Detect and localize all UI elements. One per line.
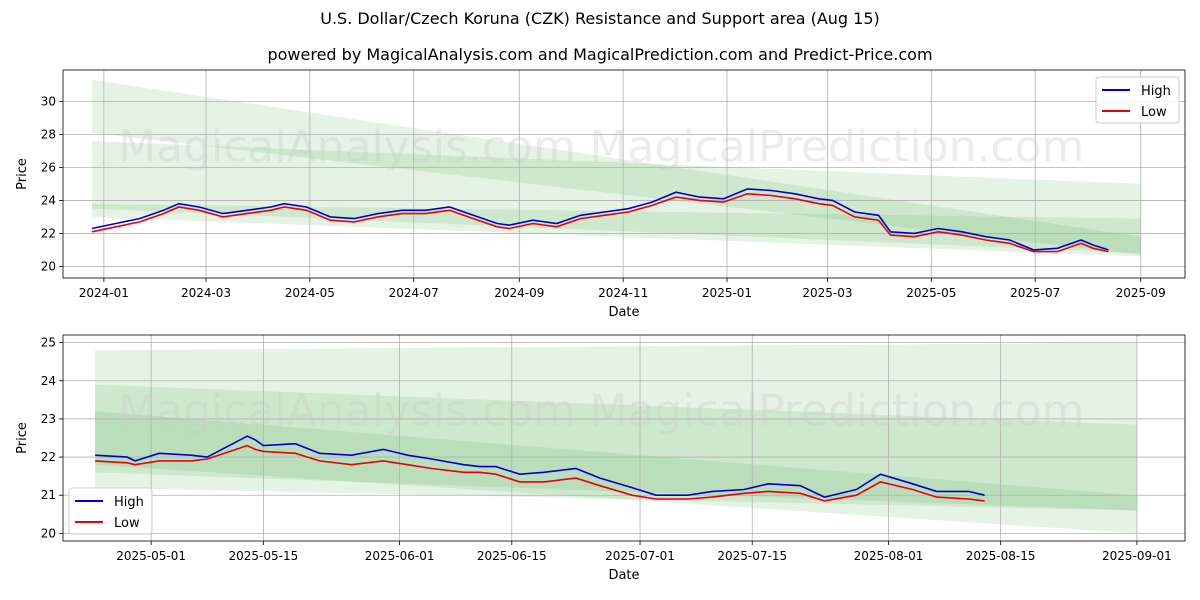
x-tick-label: 2024-05: [285, 286, 335, 300]
band-3: [91, 203, 1141, 257]
x-tick-label: 2025-07: [1010, 286, 1060, 300]
legend-label-low: Low: [1141, 105, 1167, 120]
y-tick-label: 22: [41, 226, 56, 240]
y-tick-label: 21: [41, 488, 56, 502]
x-axis-label: Date: [608, 305, 639, 320]
chart-subtitle: powered by MagicalAnalysis.com and Magic…: [267, 45, 933, 64]
series-line-high: [95, 435, 985, 498]
plot-frame: [62, 69, 1186, 279]
legend-label-high: High: [114, 495, 144, 510]
plot-frame: [62, 334, 1186, 542]
x-tick-label: 2025-05: [906, 286, 956, 300]
x-tick-label: 2025-09: [1116, 286, 1166, 300]
x-tick-label: 2025-05-15: [228, 549, 298, 563]
x-axis-label: Date: [608, 568, 639, 583]
band-2: [91, 140, 1141, 254]
x-tick-label: 2025-03: [802, 286, 852, 300]
series-line-low: [91, 192, 1109, 253]
x-tick-label: 2024-01: [79, 286, 129, 300]
x-tick-label: 2025-06-15: [477, 549, 547, 563]
x-tick-label: 2025-08-15: [966, 549, 1036, 563]
legend: High Low: [1095, 76, 1180, 124]
x-tick-label: 2025-01: [702, 286, 752, 300]
x-tick-label: 2025-07-15: [717, 549, 787, 563]
x-tick-label: 2025-09-01: [1102, 549, 1172, 563]
band-1: [95, 342, 1137, 534]
y-tick-label: 24: [41, 374, 56, 388]
x-tick-label: 2024-03: [181, 286, 231, 300]
band-2: [95, 384, 1137, 511]
watermark-text: MagicalPrediction.com: [590, 386, 1085, 437]
legend: High Low: [68, 487, 153, 535]
band-3: [95, 411, 1137, 511]
x-tick-label: 2025-06-01: [365, 549, 435, 563]
y-tick-label: 20: [41, 259, 56, 273]
y-axis-label: Price: [15, 422, 30, 454]
watermark-text: MagicalPrediction.com: [590, 122, 1085, 173]
x-tick-label: 2025-05-01: [116, 549, 186, 563]
x-tick-label: 2025-07-01: [605, 549, 675, 563]
y-tick-label: 28: [41, 127, 56, 141]
legend-label-low: Low: [114, 516, 140, 531]
y-axis-label: Price: [15, 158, 30, 190]
watermark-text: MagicalAnalysis.com: [118, 386, 576, 437]
series-line-high: [91, 188, 1109, 251]
chart-title: U.S. Dollar/Czech Koruna (CZK) Resistanc…: [320, 9, 880, 28]
y-tick-label: 25: [41, 336, 56, 350]
watermark-text: MagicalAnalysis.com: [118, 122, 576, 173]
y-tick-label: 26: [41, 160, 56, 174]
y-tick-label: 30: [41, 94, 56, 108]
x-tick-label: 2024-07: [389, 286, 439, 300]
y-tick-label: 24: [41, 193, 56, 207]
y-tick-label: 22: [41, 450, 56, 464]
x-tick-label: 2025-08-01: [854, 549, 924, 563]
legend-label-high: High: [1141, 84, 1171, 99]
y-tick-label: 23: [41, 412, 56, 426]
y-tick-label: 20: [41, 526, 56, 540]
series-line-low: [95, 444, 985, 502]
x-tick-label: 2024-09: [494, 286, 544, 300]
x-tick-label: 2024-11: [598, 286, 648, 300]
